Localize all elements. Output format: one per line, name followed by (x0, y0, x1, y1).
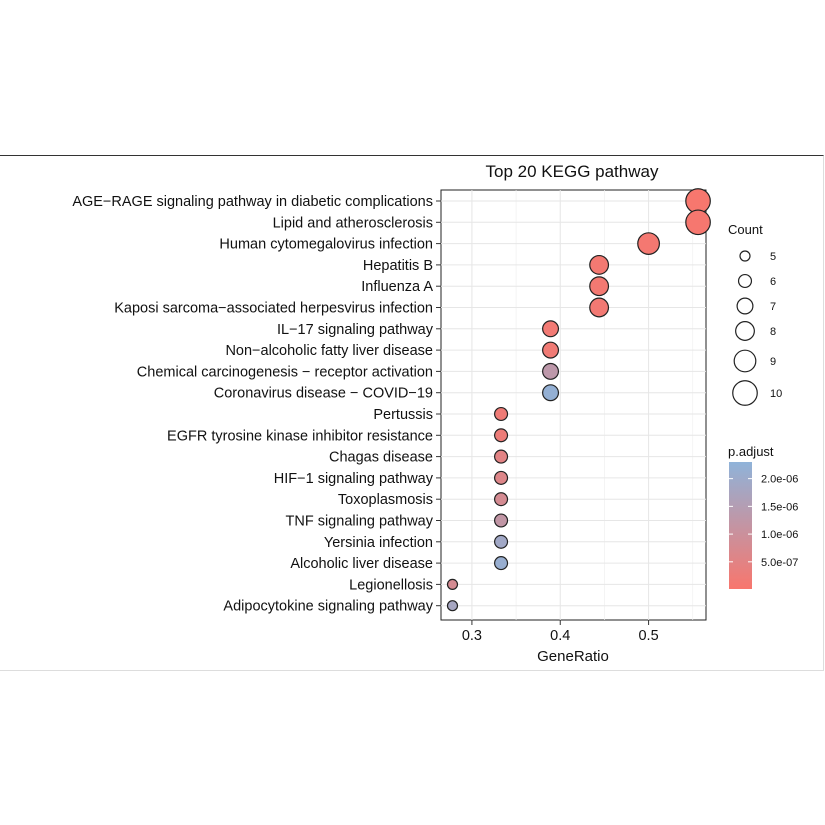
x-tick-label: 0.3 (462, 628, 482, 644)
y-tick-label: Human cytomegalovirus infection (219, 237, 433, 253)
plot-panel (440, 189, 707, 621)
y-tick-label: HIF−1 signaling pathway (274, 471, 434, 487)
y-tick-label: Yersinia infection (324, 535, 433, 551)
count-legend-label: 5 (770, 251, 776, 263)
x-tick-label: 0.4 (550, 628, 570, 644)
y-tick-label: IL−17 signaling pathway (277, 322, 434, 338)
y-tick-label: Chagas disease (329, 450, 433, 466)
p-adjust-legend-title: p.adjust (728, 444, 774, 459)
data-point (542, 320, 560, 338)
colorbar-tick-label: 2.0e-06 (761, 474, 798, 486)
count-legend-label: 8 (770, 326, 776, 338)
count-legend: Count 5 6 7 8 9 10 (728, 222, 782, 406)
count-legend-key (736, 297, 754, 315)
y-tick-label: Kaposi sarcoma−associated herpesvirus in… (114, 301, 433, 317)
data-point (637, 232, 660, 256)
x-tick-labels: 0.3 0.4 0.5 (462, 620, 659, 644)
data-point (494, 470, 509, 485)
data-point (494, 406, 509, 422)
data-point (494, 428, 509, 443)
x-tick-label: 0.5 (638, 628, 658, 644)
data-point (446, 578, 459, 591)
count-legend-label: 6 (770, 276, 776, 288)
p-adjust-legend: p.adjust 5.0e-07 1.0e-06 1.5e-06 2.0e-06 (728, 444, 798, 589)
data-point (494, 534, 509, 549)
y-tick-label: EGFR tyrosine kinase inhibitor resistanc… (167, 428, 433, 444)
data-point (494, 513, 509, 528)
y-tick-labels: AGE−RAGE signaling pathway in diabetic c… (72, 194, 441, 615)
data-point (589, 254, 610, 275)
p-adjust-colorbar (729, 462, 752, 589)
y-tick-label: Hepatitis B (363, 258, 433, 274)
y-tick-label: TNF signaling pathway (286, 514, 434, 530)
count-legend-key (737, 273, 753, 289)
data-point (589, 276, 610, 297)
y-tick-label: Non−alcoholic fatty liver disease (225, 343, 433, 359)
figure-frame (0, 155, 824, 671)
y-tick-label: AGE−RAGE signaling pathway in diabetic c… (72, 194, 433, 210)
y-tick-label: Influenza A (361, 279, 433, 295)
x-axis-label: GeneRatio (537, 648, 609, 665)
y-tick-label: Coronavirus disease − COVID−19 (214, 386, 433, 402)
count-legend-label: 9 (770, 356, 776, 368)
y-tick-label: Adipocytokine signaling pathway (223, 599, 433, 615)
count-legend-key (733, 349, 757, 373)
count-legend-key (735, 321, 755, 341)
colorbar-tick-label: 5.0e-07 (761, 557, 798, 569)
count-legend-title: Count (728, 222, 763, 237)
data-points (446, 188, 711, 612)
y-tick-label: Legionellosis (349, 577, 433, 593)
data-point (494, 449, 509, 464)
y-tick-label: Lipid and atherosclerosis (273, 215, 433, 231)
y-tick-label: Alcoholic liver disease (290, 556, 433, 572)
data-point (542, 341, 560, 359)
count-legend-key (732, 380, 758, 406)
data-point (494, 556, 509, 571)
count-legend-label: 7 (770, 301, 776, 313)
data-point (494, 492, 509, 507)
y-tick-label: Pertussis (373, 407, 433, 423)
count-legend-key (739, 250, 751, 262)
data-point (542, 384, 560, 402)
chart-title: Top 20 KEGG pathway (486, 162, 659, 181)
data-point (685, 209, 711, 236)
data-point (542, 362, 560, 380)
colorbar-tick-label: 1.0e-06 (761, 529, 798, 541)
colorbar-tick-label: 1.5e-06 (761, 501, 798, 513)
data-point (589, 297, 610, 318)
y-tick-label: Toxoplasmosis (338, 492, 433, 508)
count-legend-label: 10 (770, 388, 782, 400)
data-point (446, 600, 459, 612)
y-tick-label: Chemical carcinogenesis − receptor activ… (137, 364, 433, 380)
